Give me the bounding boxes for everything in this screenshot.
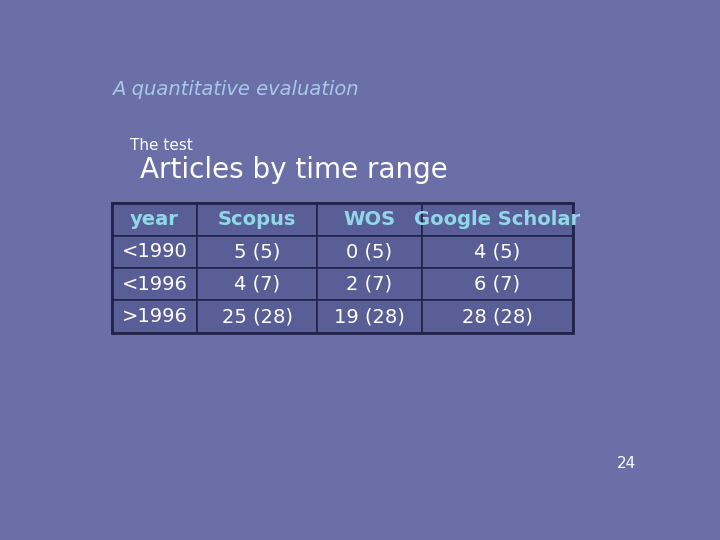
Text: 4 (7): 4 (7) [234,275,280,294]
Text: year: year [130,210,179,229]
Text: 2 (7): 2 (7) [346,275,392,294]
Bar [317,300,422,333]
Text: 28 (28): 28 (28) [462,307,533,326]
Bar [317,236,422,268]
Bar [197,268,317,300]
Bar [197,236,317,268]
Bar [422,204,573,236]
Bar [422,236,573,268]
Bar [197,300,317,333]
Text: A quantitative evaluation: A quantitative evaluation [112,80,359,99]
Bar [422,268,573,300]
Bar [112,204,197,236]
Text: 19 (28): 19 (28) [334,307,405,326]
Text: WOS: WOS [343,210,395,229]
Text: Google Scholar: Google Scholar [414,210,580,229]
Text: <1990: <1990 [122,242,187,261]
Text: >1996: >1996 [122,307,187,326]
Text: 25 (28): 25 (28) [222,307,292,326]
Text: 6 (7): 6 (7) [474,275,521,294]
Text: Scopus: Scopus [218,210,296,229]
Bar [112,268,197,300]
Text: Articles by time range: Articles by time range [140,156,448,184]
Text: 0 (5): 0 (5) [346,242,392,261]
Bar [422,300,573,333]
Bar [112,236,197,268]
Bar [197,204,317,236]
Text: 5 (5): 5 (5) [234,242,280,261]
Bar [112,300,197,333]
Bar [317,268,422,300]
Text: <1996: <1996 [122,275,187,294]
Text: The test: The test [130,138,193,153]
Bar [112,204,573,333]
Text: 4 (5): 4 (5) [474,242,521,261]
Text: 24: 24 [617,456,636,471]
Bar [317,204,422,236]
